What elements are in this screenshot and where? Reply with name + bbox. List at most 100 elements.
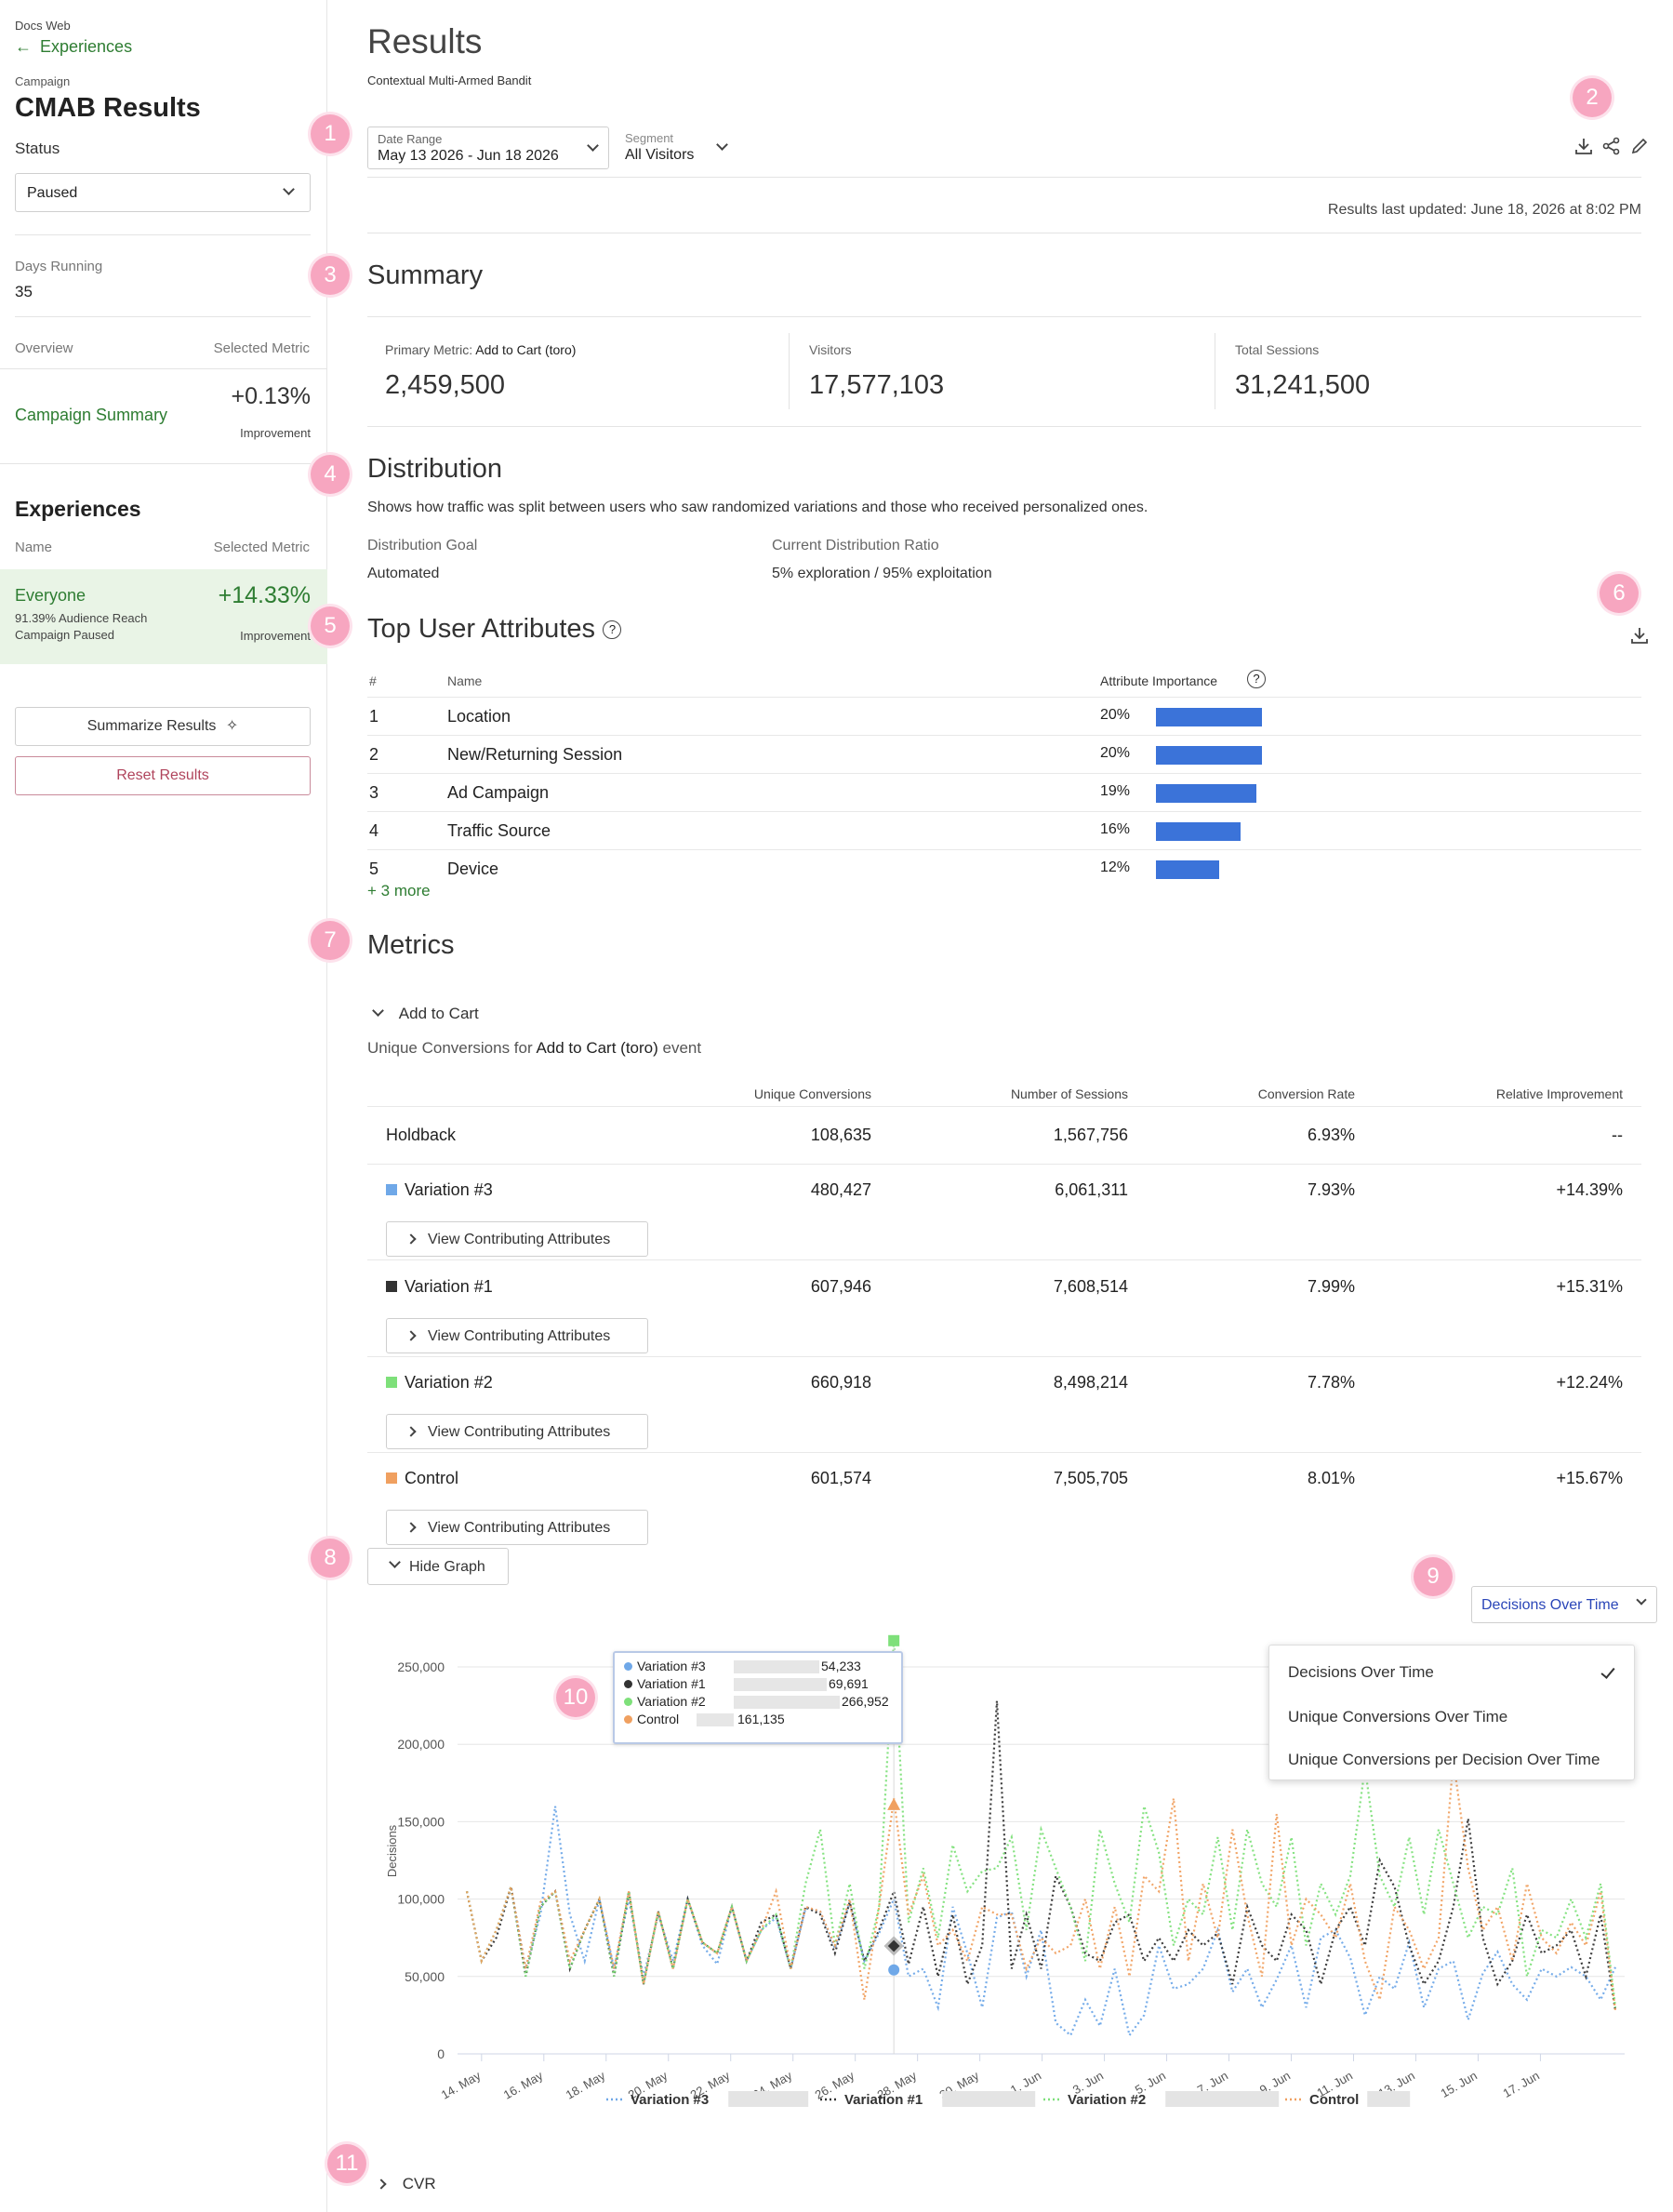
divider [367,316,1641,317]
y-tick-label: 100,000 [397,1892,445,1907]
sessions-label: Total Sessions [1235,342,1320,357]
experience-name: Everyone [15,586,86,605]
cvr-label: CVR [402,2175,436,2192]
chart-tooltip: Variation #3 54,233 Variation #1 69,691 … [613,1651,903,1744]
experience-value: +14.33% [218,582,311,608]
attr-num: 4 [369,821,379,840]
legend-redacted [942,2091,1036,2107]
help-icon[interactable]: ? [603,620,622,639]
metrics-header-row: Unique Conversions Number of Sessions Co… [367,1079,1641,1107]
metric-subtitle-metric: Add to Cart (toro) [536,1039,658,1057]
row-rate: 7.99% [1307,1277,1355,1296]
annotation-badge: 8 [311,1539,350,1578]
annotation-badge: 6 [1600,574,1639,613]
row-name: Control [405,1469,459,1487]
back-link[interactable]: ← Experiences [15,37,132,57]
campaign-title: CMAB Results [15,93,201,123]
tooltip-value: 161,135 [737,1712,785,1726]
tooltip-name: Control [637,1712,680,1726]
help-icon[interactable]: ? [1247,670,1266,688]
experience-status: Campaign Paused [15,628,114,642]
summarize-results-button[interactable]: Summarize Results ✧ [15,707,311,746]
cvr-collapse-toggle[interactable]: CVR [376,2175,436,2193]
color-swatch [386,1377,397,1388]
row-name: Variation #1 [405,1277,493,1296]
legend-label: Variation #1 [844,2092,923,2108]
hide-graph-label: Hide Graph [409,1559,485,1575]
chevron-down-icon [1636,1594,1647,1606]
marker-variation-1 [883,1936,904,1956]
series-dot [624,1715,632,1724]
share-icon[interactable] [1601,136,1624,158]
row-label: Variation #2 [386,1373,493,1392]
last-updated: Results last updated: June 18, 2026 at 8… [1327,202,1641,218]
col-conversion-rate: Conversion Rate [1257,1086,1355,1101]
color-swatch [386,1281,397,1292]
distribution-heading: Distribution [367,454,503,484]
primary-metric-label: Primary Metric: [385,342,473,357]
campaign-summary-row[interactable]: Campaign Summary +0.13% Improvement [0,370,327,461]
date-range-label: Date Range [378,132,443,146]
legend-redacted [728,2091,809,2107]
row-rate: 8.01% [1307,1469,1355,1487]
experience-row-everyone[interactable]: Everyone 91.39% Audience Reach Campaign … [0,569,327,664]
visitors-label: Visitors [809,342,852,357]
dropdown-option-decisions[interactable]: Decisions Over Time [1269,1651,1634,1694]
date-range-select[interactable]: Date Range May 13 2026 - Jun 18 2026 [367,127,609,169]
download-icon[interactable] [1573,136,1596,158]
tooltip-name: Variation #2 [637,1694,706,1709]
option-label: Unique Conversions per Decision Over Tim… [1288,1751,1600,1768]
attributes-heading: Top User Attributes [367,614,595,644]
view-contributing-attributes-button[interactable]: View Contributing Attributes [386,1414,648,1449]
attr-pct: 16% [1100,821,1131,837]
annotation-badge: 7 [311,921,350,960]
y-axis-label: Decisions [385,1824,399,1877]
sessions-value: 31,241,500 [1235,370,1371,400]
y-axis-ticks: 250,000 200,000 150,000 100,000 50,000 0 [397,1659,445,2061]
row-improvement: -- [1612,1126,1623,1144]
reset-results-button[interactable]: Reset Results [15,756,311,795]
row-conversions: 108,635 [810,1126,871,1144]
dropdown-option-unique-conversions[interactable]: Unique Conversions Over Time [1269,1696,1634,1739]
row-conversions: 607,946 [810,1277,871,1296]
metrics-heading: Metrics [367,930,455,960]
color-swatch [386,1184,397,1195]
view-contributing-attributes-button[interactable]: View Contributing Attributes [386,1318,648,1353]
row-improvement: +14.39% [1556,1180,1623,1199]
segment-select[interactable]: Segment All Visitors [625,127,737,169]
tooltip-name: Variation #1 [637,1676,706,1691]
series-line-variation-2 [465,1640,1617,2008]
row-improvement: +15.31% [1556,1277,1623,1296]
col-num: # [369,673,377,688]
table-row: 1 Location 20% [367,698,1641,736]
download-icon[interactable] [1629,625,1652,647]
distribution-ratio-value: 5% exploration / 95% exploitation [772,566,992,581]
row-conversions: 480,427 [810,1180,871,1199]
series-dot [624,1662,632,1671]
table-row: Variation #3 480,427 6,061,311 7.93% +14… [367,1165,1641,1260]
reset-label: Reset Results [116,767,209,783]
col-sessions: Number of Sessions [1010,1086,1128,1101]
show-more-link[interactable]: + 3 more [367,882,431,899]
campaign-summary-value: +0.13% [231,383,312,409]
y-tick-label: 200,000 [397,1737,445,1752]
tooltip-value: 266,952 [842,1694,889,1709]
status-select[interactable]: Paused [15,173,311,212]
graph-type-select[interactable]: Decisions Over Time [1471,1586,1657,1623]
chevron-down-icon [587,140,599,152]
divider [367,426,1641,427]
contrib-label: View Contributing Attributes [428,1232,611,1247]
edit-icon[interactable] [1629,136,1652,158]
attr-bar [1156,784,1257,803]
series-line-control [465,1759,1617,2011]
attr-name: Location [447,707,511,726]
table-row: Control 601,574 7,505,705 8.01% +15.67% … [367,1453,1641,1549]
hide-graph-button[interactable]: Hide Graph [367,1548,509,1585]
tooltip-row: Variation #2 266,952 [624,1694,894,1711]
col-importance: Attribute Importance [1100,673,1218,688]
view-contributing-attributes-button[interactable]: View Contributing Attributes [386,1510,648,1545]
legend-label: Control [1309,2092,1359,2108]
metric-collapse-toggle[interactable]: Add to Cart [372,1005,479,1023]
view-contributing-attributes-button[interactable]: View Contributing Attributes [386,1221,648,1257]
dropdown-option-conversions-per-decision[interactable]: Unique Conversions per Decision Over Tim… [1269,1739,1634,1781]
